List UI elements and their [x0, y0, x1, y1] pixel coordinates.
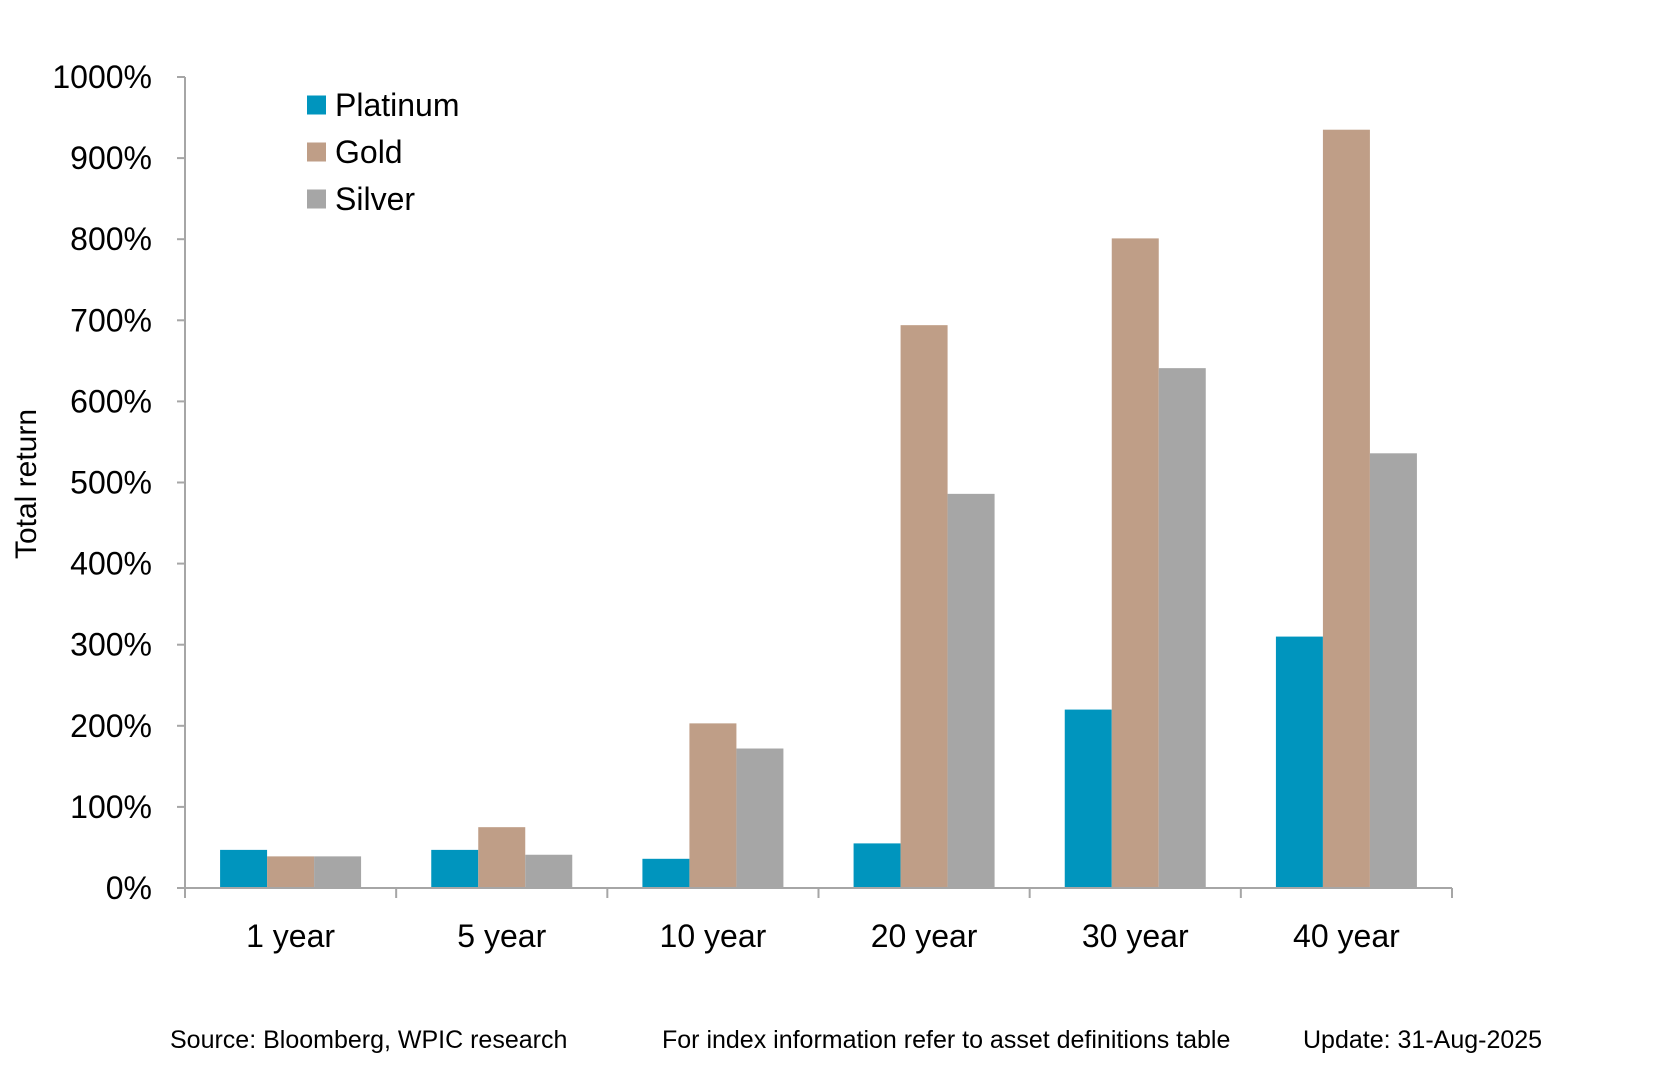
legend-swatch-silver [307, 189, 326, 209]
bar-gold-30-year [1111, 238, 1159, 888]
bar-platinum-1-year [220, 849, 268, 888]
legend-swatch-platinum [307, 95, 326, 115]
bar-silver-1-year [314, 856, 362, 888]
bar-silver-5-year [525, 854, 573, 888]
x-tick-label: 5 year [457, 918, 546, 954]
bar-gold-20-year [900, 325, 948, 888]
y-tick-label: 1000% [52, 59, 152, 95]
y-tick-label: 900% [70, 140, 152, 176]
x-tick-label: 40 year [1293, 918, 1400, 954]
y-tick-label: 800% [70, 221, 152, 257]
footer-note: For index information refer to asset def… [662, 1026, 1231, 1054]
y-tick-label: 700% [70, 302, 152, 338]
y-tick-label: 500% [70, 465, 152, 501]
legend-label-platinum: Platinum [335, 87, 460, 123]
y-tick-label: 200% [70, 708, 152, 744]
bar-silver-40-year [1369, 453, 1417, 888]
y-tick-label: 400% [70, 546, 152, 582]
bar-silver-20-year [947, 493, 995, 888]
bar-gold-10-year [689, 723, 737, 888]
footer-update: Update: 31-Aug-2025 [1303, 1026, 1543, 1054]
legend: Platinum Gold Silver [307, 87, 460, 217]
y-tick-label: 100% [70, 789, 152, 825]
x-tick-label: 20 year [871, 918, 978, 954]
footer-source: Source: Bloomberg, WPIC research [170, 1026, 568, 1054]
y-tick-label: 300% [70, 627, 152, 663]
y-tick-label: 600% [70, 383, 152, 419]
bar-silver-30-year [1158, 368, 1206, 888]
legend-label-silver: Silver [335, 181, 415, 217]
bar-platinum-30-year [1064, 709, 1112, 888]
bar-gold-40-year [1322, 129, 1370, 889]
bar-platinum-20-year [853, 843, 901, 888]
x-tick-label: 1 year [246, 918, 335, 954]
bars [220, 129, 1417, 889]
bar-platinum-40-year [1275, 636, 1323, 888]
bar-platinum-5-year [431, 849, 479, 888]
legend-label-gold: Gold [335, 134, 403, 170]
bar-gold-1-year [267, 856, 315, 888]
bar-platinum-10-year [642, 858, 690, 888]
y-axis-title: Total return [10, 409, 43, 559]
y-ticks: 0% 100% 200% 300% 400% 500% 600% 700% 800% 900% 10… [52, 59, 185, 906]
y-tick-label: 0% [106, 870, 152, 906]
legend-swatch-gold [307, 142, 326, 162]
bar-gold-5-year [478, 827, 526, 888]
x-ticks: 1 year 5 year 10 year 20 year 30 year 40 year [184, 888, 1453, 954]
bar-silver-10-year [736, 748, 784, 888]
x-tick-label: 30 year [1082, 918, 1189, 954]
x-tick-label: 10 year [660, 918, 767, 954]
